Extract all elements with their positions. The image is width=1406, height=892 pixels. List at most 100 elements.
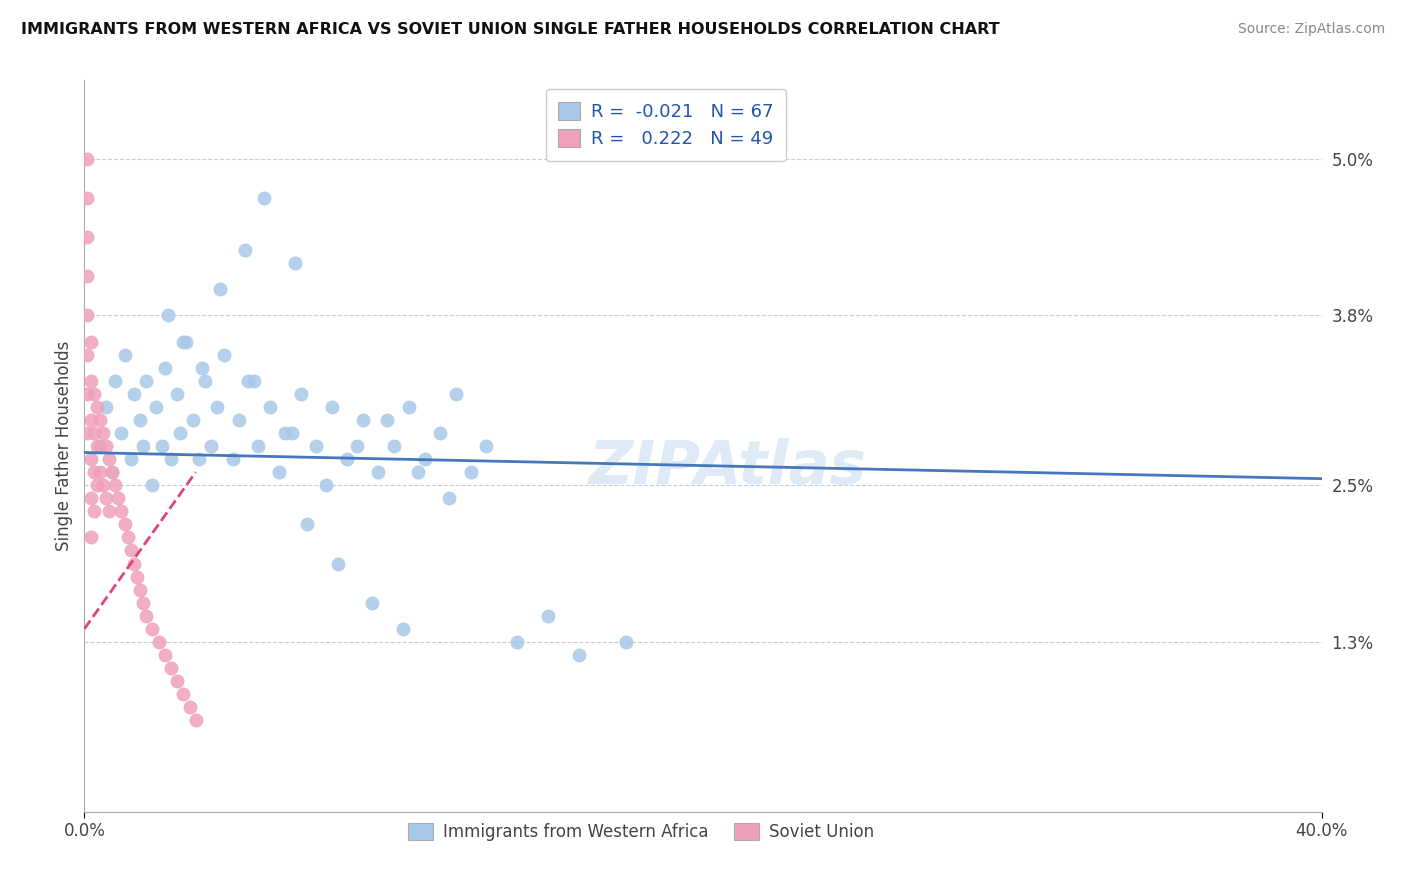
- Point: [132, 439, 155, 453]
- Point: [117, 530, 139, 544]
- Point: [169, 425, 191, 440]
- Point: [141, 622, 163, 636]
- Point: [475, 439, 498, 453]
- Point: [120, 452, 142, 467]
- Point: [94, 439, 117, 453]
- Point: [148, 635, 170, 649]
- Point: [187, 452, 209, 467]
- Point: [98, 452, 121, 467]
- Point: [104, 478, 127, 492]
- Point: [86, 439, 108, 453]
- Text: IMMIGRANTS FROM WESTERN AFRICA VS SOVIET UNION SINGLE FATHER HOUSEHOLDS CORRELAT: IMMIGRANTS FROM WESTERN AFRICA VS SOVIET…: [21, 22, 1000, 37]
- Point: [76, 191, 98, 205]
- Point: [114, 347, 136, 362]
- Point: [346, 439, 368, 453]
- Point: [212, 347, 235, 362]
- Point: [460, 465, 482, 479]
- Point: [243, 374, 266, 388]
- Point: [429, 425, 451, 440]
- Point: [83, 425, 105, 440]
- Point: [79, 374, 101, 388]
- Point: [444, 386, 467, 401]
- Point: [246, 439, 269, 453]
- Point: [361, 596, 384, 610]
- Point: [150, 439, 173, 453]
- Point: [89, 465, 111, 479]
- Point: [79, 491, 101, 506]
- Point: [176, 334, 198, 349]
- Point: [568, 648, 591, 662]
- Text: Source: ZipAtlas.com: Source: ZipAtlas.com: [1237, 22, 1385, 37]
- Point: [326, 557, 349, 571]
- Point: [110, 425, 132, 440]
- Point: [367, 465, 389, 479]
- Point: [259, 400, 281, 414]
- Point: [129, 582, 152, 597]
- Point: [153, 360, 176, 375]
- Point: [233, 243, 256, 257]
- Point: [238, 374, 260, 388]
- Point: [269, 465, 291, 479]
- Point: [76, 230, 98, 244]
- Point: [76, 425, 98, 440]
- Point: [145, 400, 167, 414]
- Point: [506, 635, 529, 649]
- Point: [83, 386, 105, 401]
- Point: [122, 557, 145, 571]
- Point: [94, 491, 117, 506]
- Point: [172, 334, 194, 349]
- Point: [104, 374, 127, 388]
- Point: [79, 413, 101, 427]
- Point: [89, 413, 111, 427]
- Point: [253, 191, 276, 205]
- Point: [76, 347, 98, 362]
- Point: [179, 700, 201, 714]
- Point: [153, 648, 176, 662]
- Point: [382, 439, 405, 453]
- Y-axis label: Single Father Households: Single Father Households: [55, 341, 73, 551]
- Point: [290, 386, 312, 401]
- Point: [89, 439, 111, 453]
- Point: [76, 152, 98, 166]
- Point: [120, 543, 142, 558]
- Point: [614, 635, 637, 649]
- Point: [284, 256, 307, 270]
- Point: [129, 413, 152, 427]
- Point: [79, 452, 101, 467]
- Point: [101, 465, 124, 479]
- Point: [392, 622, 415, 636]
- Point: [336, 452, 359, 467]
- Point: [160, 661, 183, 675]
- Text: ZIPAtlas: ZIPAtlas: [589, 439, 866, 498]
- Point: [135, 608, 157, 623]
- Point: [114, 517, 136, 532]
- Point: [122, 386, 145, 401]
- Point: [191, 360, 214, 375]
- Point: [181, 413, 204, 427]
- Point: [76, 269, 98, 284]
- Point: [408, 465, 430, 479]
- Point: [125, 569, 148, 583]
- Point: [135, 374, 157, 388]
- Point: [141, 478, 163, 492]
- Point: [79, 334, 101, 349]
- Point: [184, 714, 207, 728]
- Point: [166, 386, 188, 401]
- Point: [172, 687, 194, 701]
- Point: [86, 478, 108, 492]
- Point: [76, 309, 98, 323]
- Point: [98, 504, 121, 518]
- Point: [537, 608, 560, 623]
- Point: [352, 413, 374, 427]
- Point: [280, 425, 302, 440]
- Point: [91, 425, 114, 440]
- Point: [207, 400, 229, 414]
- Point: [94, 400, 117, 414]
- Point: [305, 439, 328, 453]
- Point: [321, 400, 343, 414]
- Point: [377, 413, 399, 427]
- Point: [274, 425, 297, 440]
- Point: [107, 491, 129, 506]
- Point: [86, 400, 108, 414]
- Point: [101, 465, 124, 479]
